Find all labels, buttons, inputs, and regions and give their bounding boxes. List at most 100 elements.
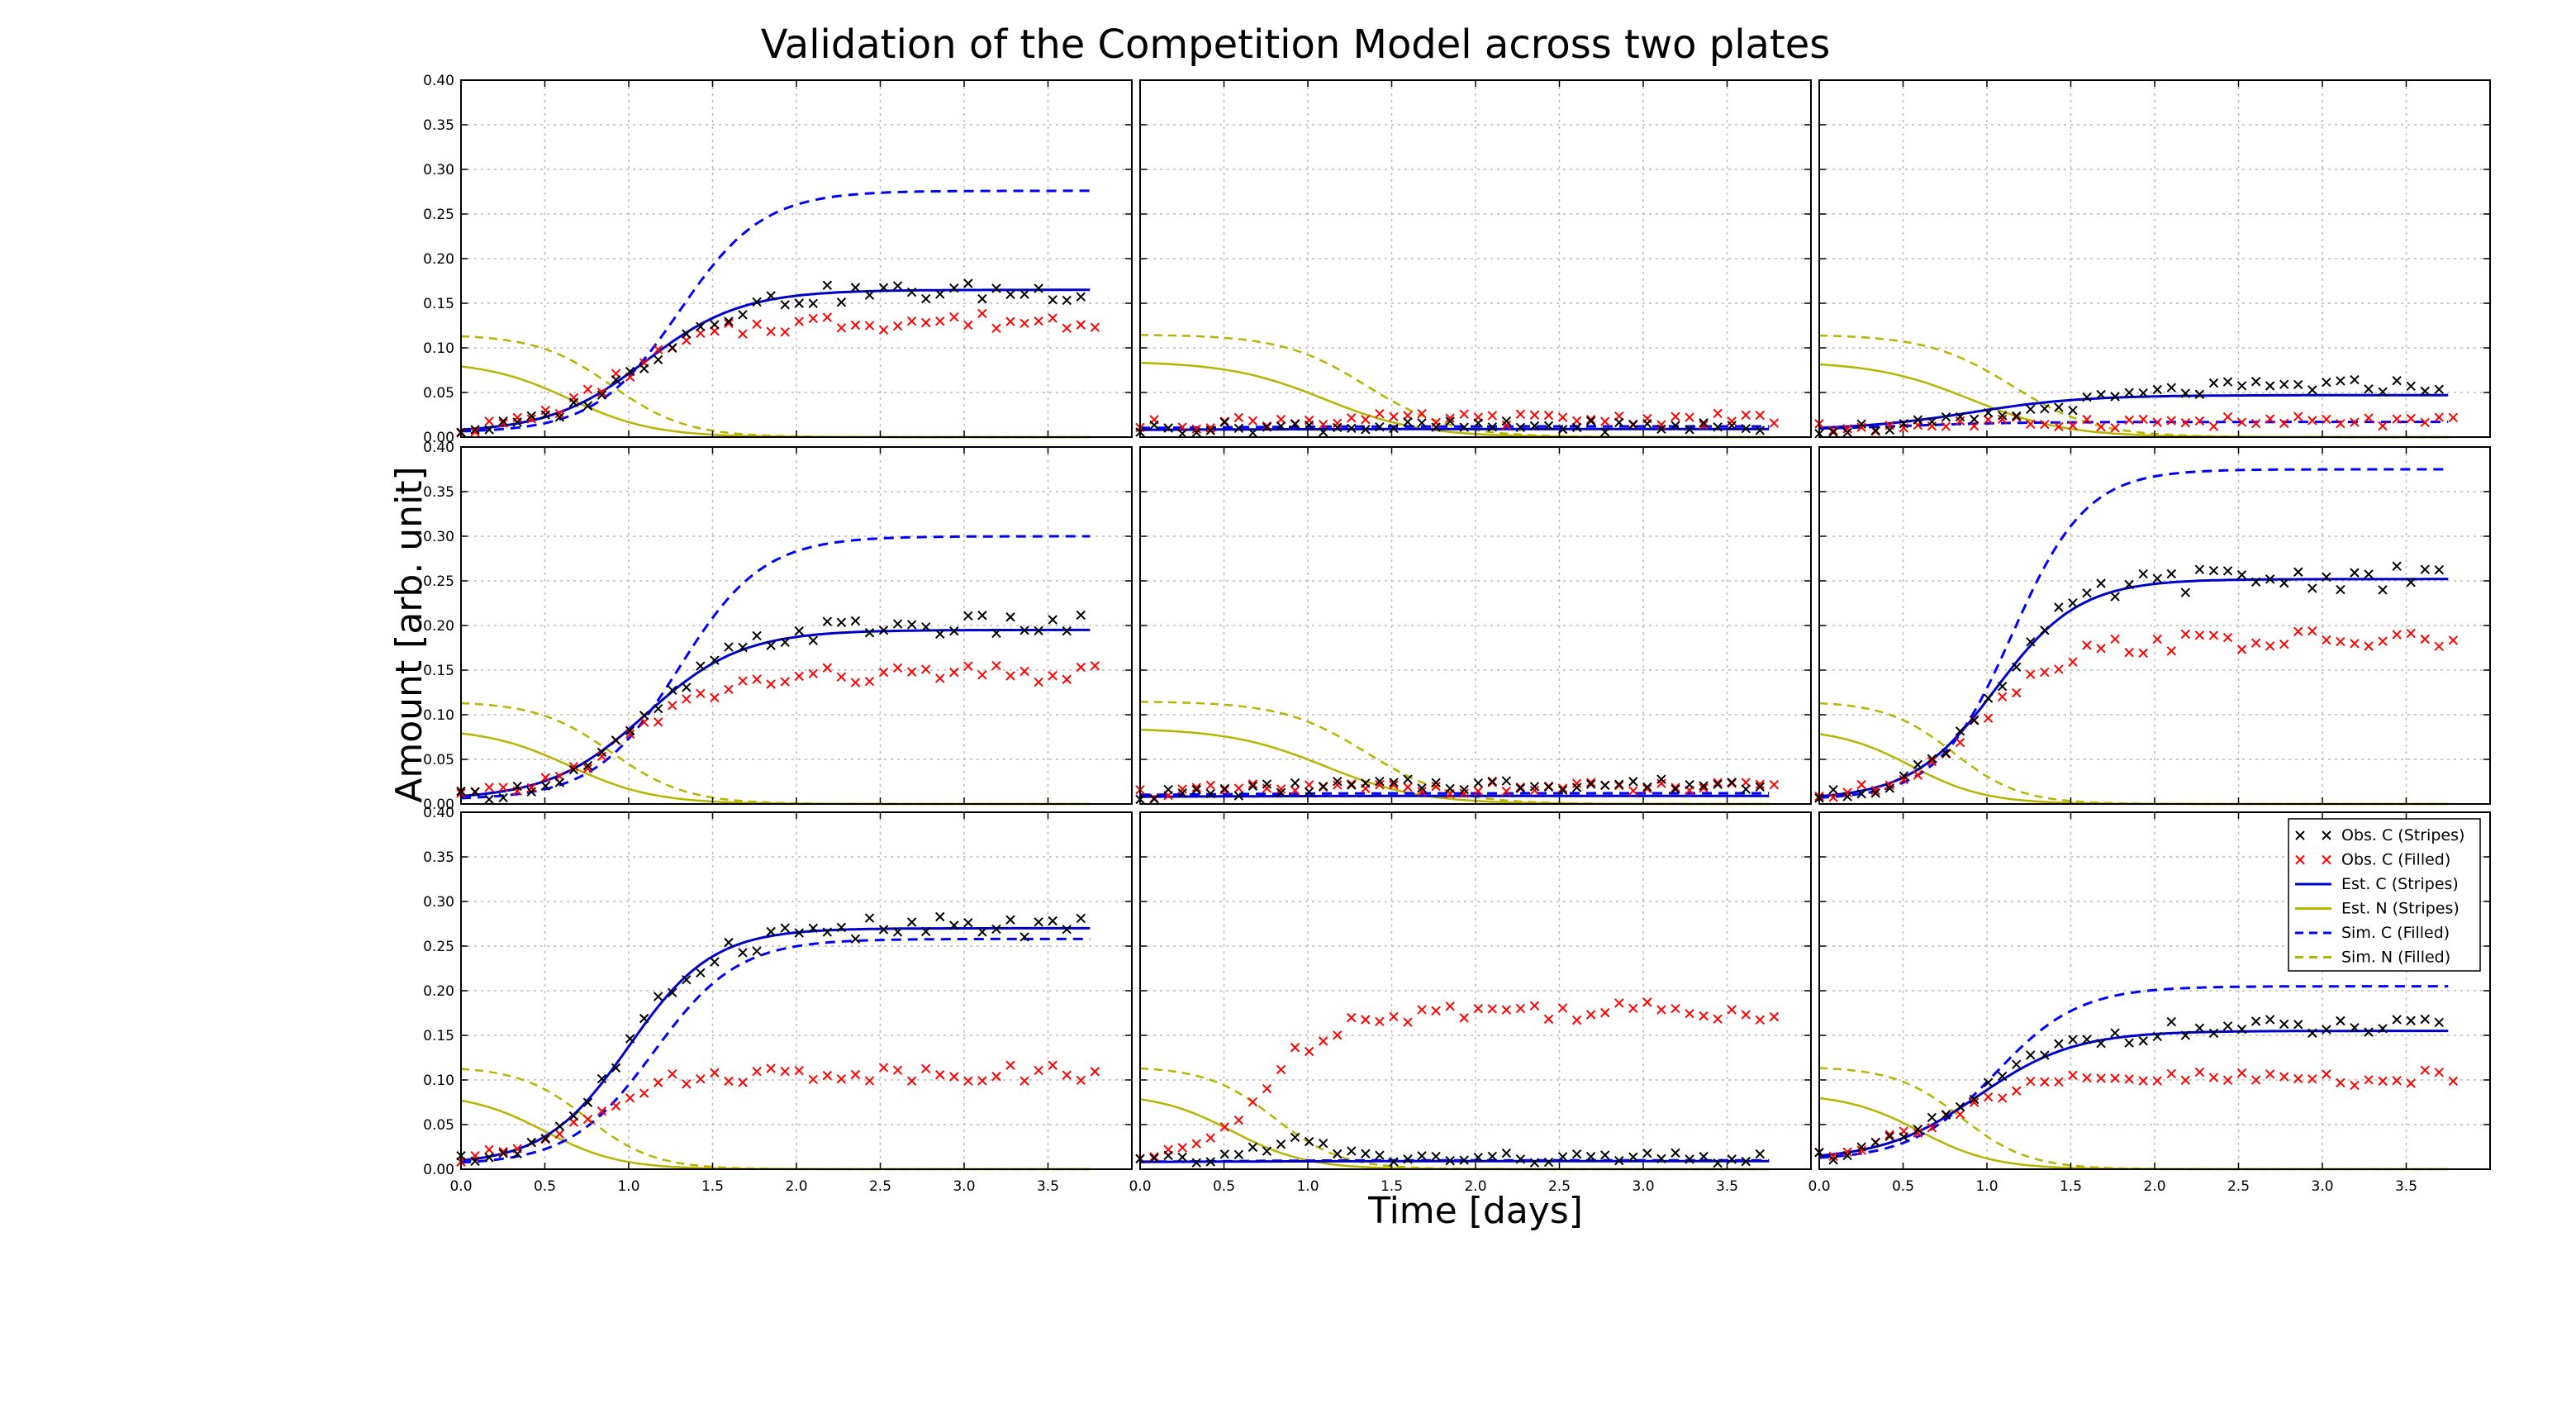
- obs-c-filled-marker: [2208, 421, 2219, 431]
- obs-c-stripes-marker: [836, 297, 847, 307]
- obs-c-filled-marker: [1600, 1007, 1610, 1018]
- obs-c-stripes-marker: [1417, 783, 1427, 793]
- x-tick-label: 1.5: [2060, 1178, 2082, 1195]
- obs-c-stripes-marker: [1417, 1151, 1427, 1161]
- obs-c-filled-marker: [1191, 1139, 1201, 1149]
- obs-c-stripes-marker: [864, 290, 875, 300]
- obs-c-stripes-marker: [1019, 932, 1029, 942]
- obs-c-filled-marker: [2054, 1077, 2064, 1087]
- obs-c-filled-marker: [498, 782, 508, 792]
- obs-c-filled-marker: [1005, 671, 1015, 681]
- obs-c-stripes-marker: [1473, 418, 1483, 428]
- obs-c-stripes-marker: [484, 425, 494, 435]
- obs-c-stripes-marker: [582, 760, 593, 771]
- obs-c-filled-marker: [878, 325, 889, 335]
- obs-c-stripes-marker: [1177, 1152, 1187, 1163]
- obs-c-filled-marker: [1685, 1009, 1694, 1019]
- obs-c-filled-marker: [1361, 415, 1371, 425]
- obs-c-stripes-marker: [1076, 292, 1086, 302]
- obs-c-filled-marker: [1347, 1012, 1357, 1023]
- obs-c-stripes-marker: [991, 283, 1001, 293]
- obs-c-filled-marker: [696, 688, 706, 699]
- obs-c-stripes-marker: [1941, 411, 1951, 422]
- obs-c-stripes-marker: [2406, 381, 2416, 392]
- obs-c-stripes-marker: [921, 926, 931, 937]
- obs-c-stripes-marker: [2406, 1016, 2416, 1025]
- obs-c-stripes-marker: [2124, 388, 2134, 397]
- obs-c-filled-marker: [1005, 316, 1015, 326]
- obs-c-stripes-marker: [554, 778, 565, 787]
- obs-c-filled-marker: [2322, 414, 2331, 425]
- obs-c-stripes-marker: [582, 1097, 593, 1107]
- sim-n-filled-line: [1818, 334, 2449, 439]
- obs-c-stripes-marker: [1459, 784, 1469, 795]
- obs-c-filled-marker: [1828, 792, 1838, 802]
- obs-c-stripes-marker: [1389, 778, 1399, 787]
- obs-c-filled-marker: [1515, 1003, 1526, 1014]
- obs-c-filled-marker: [766, 679, 776, 689]
- obs-c-filled-marker: [1205, 423, 1215, 433]
- obs-c-filled-marker: [1375, 408, 1385, 419]
- obs-c-stripes-marker: [2336, 584, 2345, 595]
- obs-c-stripes-marker: [2392, 561, 2402, 571]
- obs-c-stripes-marker: [1842, 792, 1852, 801]
- obs-c-stripes-marker: [1656, 1153, 1666, 1163]
- obs-c-filled-marker: [1997, 692, 2008, 702]
- obs-c-filled-marker: [498, 1147, 508, 1157]
- obs-c-filled-marker: [1248, 1097, 1258, 1107]
- obs-c-filled-marker: [794, 1065, 804, 1076]
- x-tick-label: 2.5: [1548, 1178, 1571, 1195]
- obs-c-stripes-marker: [1727, 421, 1737, 430]
- obs-c-filled-marker: [1741, 778, 1751, 787]
- obs-c-stripes-marker: [1699, 418, 1709, 428]
- obs-c-filled-marker: [2124, 415, 2134, 426]
- obs-c-stripes-marker: [2166, 568, 2177, 579]
- obs-c-filled-marker: [822, 312, 833, 322]
- obs-c-stripes-marker: [1557, 785, 1568, 795]
- obs-c-stripes-marker: [2434, 384, 2444, 394]
- obs-c-stripes-marker: [1983, 693, 1994, 703]
- obs-c-stripes-marker: [1431, 422, 1441, 432]
- obs-c-stripes-marker: [906, 917, 917, 927]
- obs-c-filled-marker: [794, 671, 804, 682]
- obs-c-filled-marker: [2250, 638, 2261, 648]
- obs-c-stripes-marker: [498, 792, 508, 803]
- x-tick-label: 1.5: [1381, 1178, 1403, 1195]
- obs-c-filled-marker: [1969, 1097, 1980, 1107]
- obs-c-filled-marker: [850, 320, 861, 331]
- obs-c-stripes-marker: [2336, 1016, 2345, 1026]
- obs-c-filled-marker: [1769, 418, 1780, 428]
- obs-c-filled-marker: [864, 1076, 875, 1086]
- obs-c-filled-marker: [1856, 779, 1866, 790]
- obs-c-filled-marker: [526, 782, 536, 793]
- obs-c-filled-marker: [2096, 644, 2106, 654]
- obs-c-stripes-marker: [2110, 592, 2120, 602]
- obs-c-filled-marker: [1501, 420, 1512, 430]
- obs-c-filled-marker: [1983, 713, 1994, 723]
- obs-c-stripes-marker: [1685, 779, 1694, 790]
- obs-c-filled-marker: [682, 1079, 692, 1089]
- obs-c-filled-marker: [1389, 1011, 1399, 1022]
- obs-c-stripes-marker: [1955, 726, 1965, 736]
- obs-c-stripes-marker: [1828, 784, 1838, 795]
- obs-c-stripes-marker: [1375, 776, 1385, 787]
- obs-c-stripes-marker: [512, 781, 522, 792]
- obs-c-filled-marker: [2166, 646, 2177, 656]
- obs-c-filled-marker: [963, 661, 973, 671]
- legend-entry: Obs. C (Filled): [2295, 851, 2450, 869]
- obs-c-stripes-marker: [1997, 411, 2008, 421]
- obs-c-stripes-marker: [1076, 610, 1086, 621]
- obs-c-filled-marker: [1445, 1001, 1455, 1011]
- obs-c-stripes-marker: [1163, 1150, 1173, 1161]
- obs-c-filled-marker: [2392, 1076, 2402, 1086]
- obs-c-stripes-marker: [1276, 787, 1286, 797]
- obs-c-stripes-marker: [2250, 1016, 2261, 1026]
- obs-c-filled-marker: [892, 663, 903, 673]
- obs-c-filled-marker: [1459, 788, 1469, 798]
- obs-c-stripes-marker: [2026, 637, 2036, 647]
- obs-c-stripes-marker: [1048, 615, 1057, 625]
- obs-c-filled-marker: [1090, 1067, 1100, 1077]
- obs-c-stripes-marker: [1656, 424, 1666, 435]
- y-tick-label: 0.10: [423, 1073, 454, 1089]
- obs-c-stripes-marker: [1856, 1142, 1866, 1152]
